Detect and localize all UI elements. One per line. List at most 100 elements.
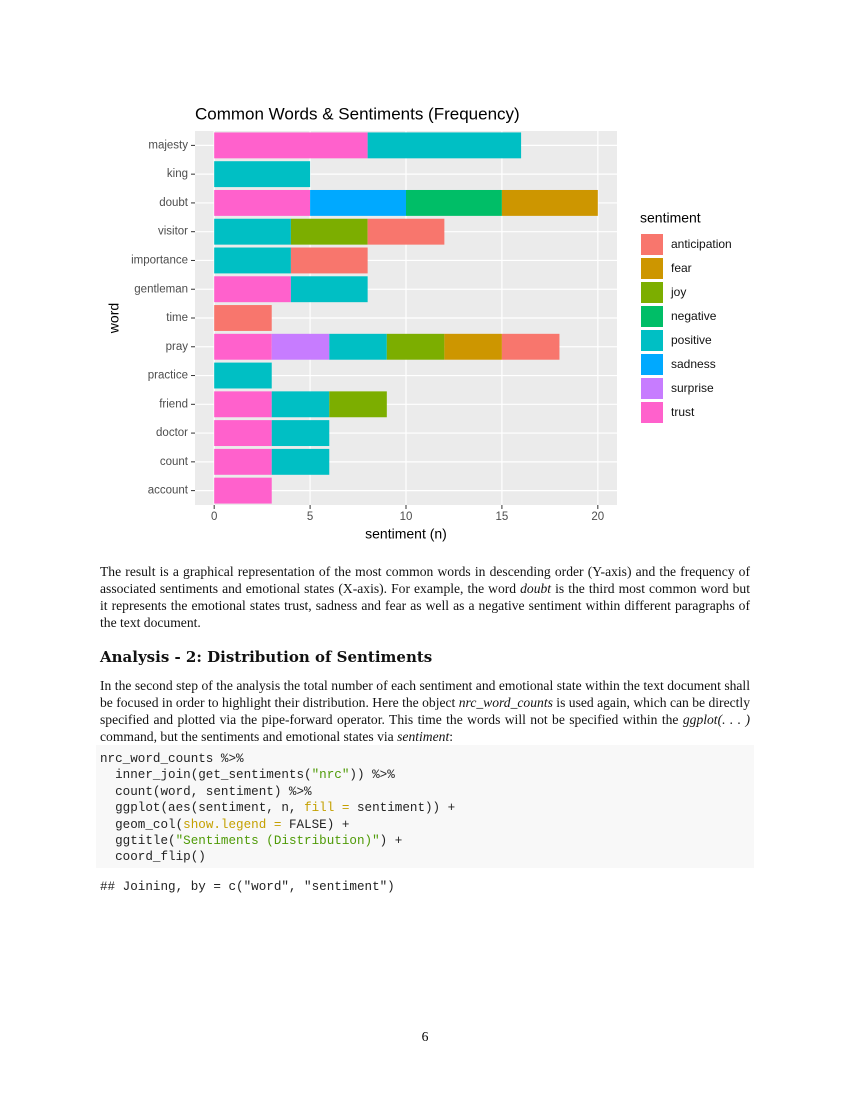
- bar-segment: [310, 189, 406, 216]
- chart: Common Words & Sentiments (Frequency) se…: [106, 104, 732, 542]
- section-heading: Analysis - 2: Distribution of Sentiments: [100, 648, 433, 666]
- y-tick-label: count: [160, 456, 189, 468]
- y-tick-label: practice: [148, 370, 188, 382]
- legend-label: sadness: [671, 357, 716, 371]
- y-tick-label: doctor: [156, 427, 188, 439]
- text: is the third most common word but it rep…: [100, 581, 750, 630]
- bar-segment: [214, 420, 272, 447]
- bar-segment: [329, 391, 387, 418]
- legend-swatch: [641, 354, 663, 375]
- legend-label: negative: [671, 309, 717, 323]
- code: fill =: [304, 801, 350, 816]
- legend-label: trust: [671, 405, 695, 419]
- text: ggplot(. . . ): [682, 712, 750, 727]
- y-tick-label: importance: [131, 254, 188, 266]
- legend-label: surprise: [671, 381, 714, 395]
- y-tick-label: account: [148, 485, 189, 497]
- x-tick-label: 5: [307, 511, 313, 523]
- code: count(word, sentiment) %>%: [100, 784, 312, 799]
- y-tick-label: pray: [166, 341, 189, 353]
- legend-label: anticipation: [671, 237, 732, 251]
- bar-segment: [501, 189, 598, 216]
- bar-segment: [386, 333, 445, 360]
- legend-swatch: [641, 330, 663, 351]
- legend-swatch: [641, 234, 663, 255]
- bar-segment: [367, 132, 522, 159]
- bar-segment: [214, 189, 311, 216]
- legend-swatch: [641, 378, 663, 399]
- text: The result is a graphical representation…: [100, 564, 750, 596]
- text: sentiment: [397, 729, 450, 744]
- text: :: [449, 729, 454, 744]
- code: "nrc": [311, 768, 350, 783]
- bar-segment: [214, 305, 272, 331]
- page-number: 6: [421, 1029, 429, 1044]
- legend-swatch: [641, 258, 663, 279]
- bar-segment: [290, 247, 368, 274]
- legend-label: joy: [670, 285, 686, 299]
- code: nrc_word_counts %>%: [100, 752, 244, 766]
- bar-segment: [214, 132, 368, 159]
- legend-swatch: [641, 402, 663, 423]
- legend-swatch: [641, 282, 663, 303]
- x-axis-label: sentiment (n): [365, 526, 447, 542]
- code: ) +: [379, 834, 403, 849]
- text: nrc_word_counts: [458, 695, 553, 710]
- code: sentiment)) +: [349, 801, 456, 816]
- text: command, but the sentiments and emotiona…: [100, 729, 398, 744]
- bar-segment: [290, 218, 368, 245]
- bar-segment: [214, 276, 291, 303]
- bar-segment: [271, 391, 330, 418]
- code: FALSE) +: [281, 817, 350, 832]
- x-tick-label: 0: [211, 511, 217, 523]
- legend-label: fear: [671, 261, 692, 275]
- bar-segment: [214, 161, 311, 188]
- bar-segment: [214, 448, 272, 475]
- bar-segment: [214, 218, 291, 245]
- bar-segment: [271, 420, 330, 447]
- code: "Sentiments (Distribution)": [175, 834, 380, 849]
- bar-segment: [214, 333, 272, 360]
- legend-label: positive: [671, 333, 712, 347]
- x-tick-label: 15: [496, 511, 509, 523]
- bar-segment: [329, 333, 387, 360]
- bar-segment: [214, 362, 272, 389]
- bar-segment: [214, 247, 291, 274]
- y-tick-label: time: [166, 312, 188, 324]
- text: doubt: [520, 581, 552, 596]
- x-tick-label: 20: [591, 511, 604, 523]
- paragraph: The result is a graphical representation…: [100, 563, 750, 631]
- code: show.legend =: [183, 817, 282, 832]
- y-tick-label: majesty: [148, 139, 188, 151]
- bar-segment: [271, 333, 330, 360]
- bar-segment: [406, 189, 502, 216]
- code: coord_flip(): [100, 850, 206, 865]
- bar-segment: [214, 477, 272, 504]
- legend-swatch: [641, 306, 663, 327]
- code: geom_col(: [100, 817, 184, 832]
- code: )) %>%: [349, 768, 395, 783]
- y-tick-label: friend: [159, 398, 188, 410]
- y-tick-label: king: [167, 168, 188, 180]
- text: is used again, which can be directly spe…: [100, 695, 750, 727]
- text: In the second step of the analysis the t…: [100, 678, 750, 710]
- legend-title: sentiment: [640, 210, 701, 226]
- x-tick-label: 10: [400, 511, 413, 523]
- paragraph: In the second step of the analysis the t…: [100, 677, 750, 745]
- y-tick-label: gentleman: [134, 283, 188, 295]
- bar-segment: [290, 276, 368, 303]
- bar-segment: [501, 333, 560, 360]
- code: inner_join(get_sentiments(: [100, 768, 312, 783]
- chart-title: Common Words & Sentiments (Frequency): [195, 104, 520, 123]
- y-tick-label: visitor: [158, 226, 188, 238]
- bar-segment: [214, 391, 272, 418]
- code-block: nrc_word_counts %>% inner_join(get_senti…: [96, 745, 754, 868]
- code: ggplot(aes(sentiment, n,: [100, 801, 305, 816]
- bar-segment: [367, 218, 445, 245]
- y-axis-label: word: [106, 303, 122, 334]
- bar-segment: [444, 333, 502, 360]
- bar-segment: [271, 448, 330, 475]
- code-output: ## Joining, by = c("word", "sentiment"): [100, 880, 395, 894]
- code: ggtitle(: [100, 834, 176, 849]
